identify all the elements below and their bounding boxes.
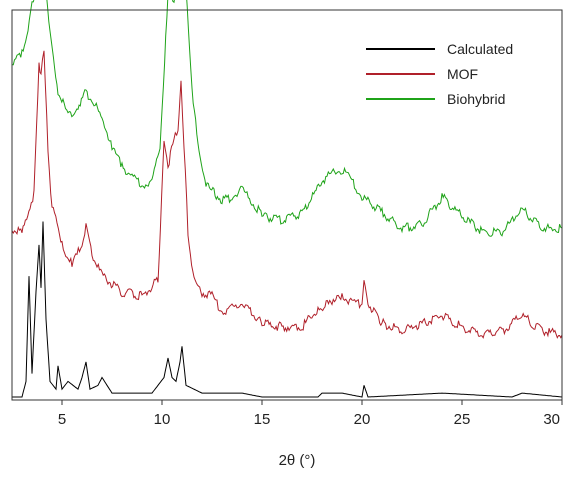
x-axis-title: 2θ (°) [279, 452, 316, 469]
plot-series [11, 0, 563, 398]
legend: Calculated MOF Biohybrid [366, 41, 513, 107]
x-tick-label: 25 [454, 411, 471, 428]
plot-frame [11, 9, 563, 401]
x-axis: 5 10 15 20 25 30 [58, 400, 563, 428]
legend-label-biohybrid: Biohybrid [447, 91, 505, 107]
legend-label-mof: MOF [447, 66, 478, 82]
x-tick-label: 5 [58, 411, 66, 428]
legend-label-calculated: Calculated [447, 41, 513, 57]
x-tick-label: 15 [254, 411, 271, 428]
series-line-biohybrid [12, 0, 563, 237]
series-line-calculated [12, 221, 563, 398]
x-tick-label: 10 [154, 411, 171, 428]
x-tick-label: 30 [543, 411, 560, 428]
series-line-mof [11, 50, 563, 339]
x-tick-label: 20 [354, 411, 371, 428]
